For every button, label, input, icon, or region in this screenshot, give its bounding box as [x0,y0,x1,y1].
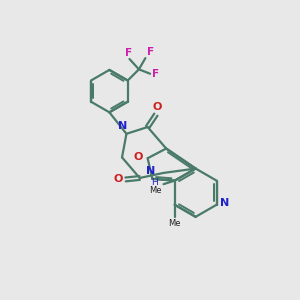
Text: O: O [134,152,143,162]
Text: F: F [147,47,154,57]
Text: F: F [152,69,160,79]
Text: N: N [118,121,128,131]
Text: F: F [125,47,132,58]
Text: O: O [153,102,162,112]
Text: Me: Me [169,219,181,228]
Text: H: H [151,178,158,187]
Text: N: N [146,167,155,176]
Text: N: N [220,198,230,208]
Text: O: O [114,174,123,184]
Text: Me: Me [149,186,161,195]
